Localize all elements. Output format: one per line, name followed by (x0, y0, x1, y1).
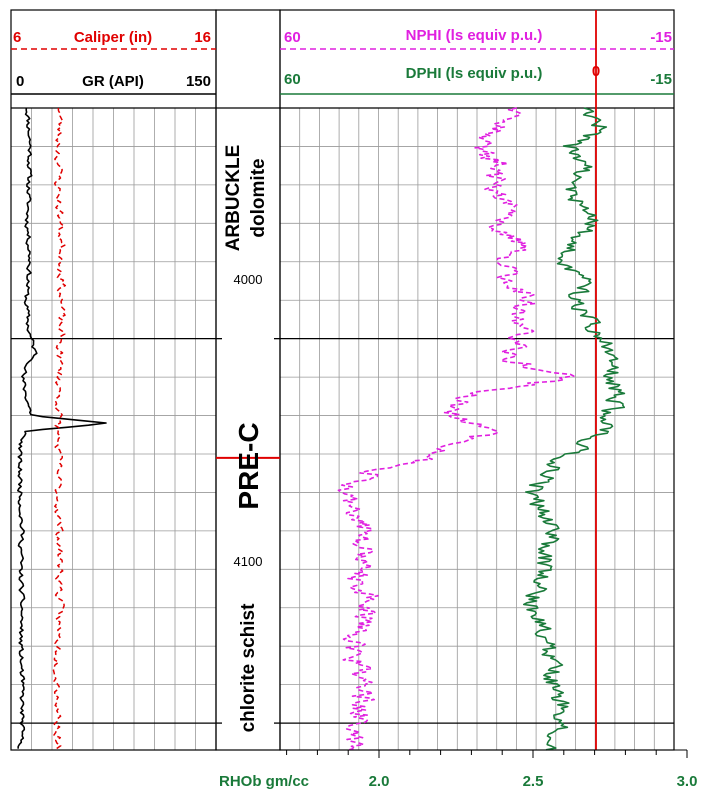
dphi-max: -15 (650, 71, 672, 88)
minor-grid (11, 108, 674, 750)
gr-curve (16, 107, 107, 749)
nphi-curve (337, 107, 575, 751)
zone-lower-lith: chlorite schist (238, 603, 259, 732)
gr-min: 0 (16, 73, 24, 90)
dphi-min: 60 (284, 71, 301, 88)
zone-upper-lith: dolomite (248, 158, 269, 237)
depth-label-4000: 4000 (234, 272, 263, 287)
zone-upper-name: ARBUCKLE (223, 145, 244, 252)
log-curves (16, 107, 626, 751)
nphi-label: NPHI (ls equiv p.u.) (406, 27, 543, 44)
dphi-label: DPHI (ls equiv p.u.) (406, 65, 543, 82)
rhob-label: RHOb gm/cc (219, 773, 309, 790)
rhob-tick-label-2.5: 2.5 (523, 773, 544, 790)
caliper-min: 6 (13, 29, 21, 46)
caliper-curve (52, 107, 67, 750)
rhob-tick-label-2.0: 2.0 (369, 773, 390, 790)
rhob-axis (280, 749, 688, 758)
zone-lower-name: PRE-C (233, 422, 264, 509)
nphi-min: 60 (284, 29, 301, 46)
rhob-tick-label-3.0: 3.0 (677, 773, 698, 790)
caliper-label: Caliper (in) (74, 29, 152, 46)
major-grid (11, 338, 674, 724)
depth-label-4100: 4100 (234, 554, 263, 569)
gr-label: GR (API) (82, 73, 144, 90)
depth-label-bg-4000 (222, 270, 274, 288)
dphi-curve (522, 107, 626, 751)
depth-label-bg-4100 (222, 552, 274, 570)
nphi-max: -15 (650, 29, 672, 46)
gr-max: 150 (186, 73, 211, 90)
caliper-max: 16 (194, 29, 211, 46)
